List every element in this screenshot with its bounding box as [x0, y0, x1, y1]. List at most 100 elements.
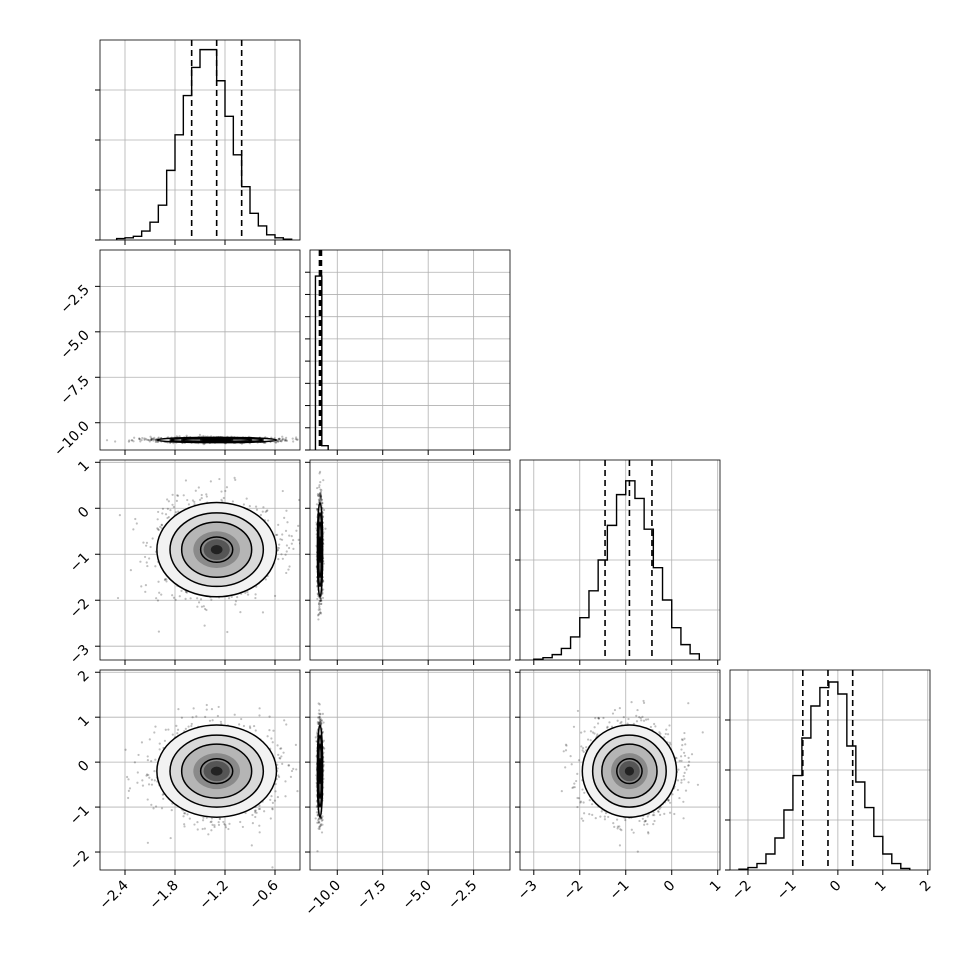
density-layer: [314, 702, 326, 853]
sample-point: [270, 737, 273, 740]
sample-point: [128, 439, 131, 442]
sample-point: [667, 799, 670, 802]
sample-point: [146, 755, 149, 758]
x-tick-label: 1: [872, 878, 890, 896]
sample-point: [271, 741, 274, 744]
sample-point: [165, 580, 168, 583]
contour-line: [317, 521, 323, 578]
sample-point: [570, 763, 573, 766]
sample-point: [154, 565, 157, 568]
sample-point: [184, 727, 187, 730]
sample-point: [652, 823, 655, 826]
sample-point: [319, 824, 322, 827]
sample-point: [145, 541, 149, 544]
sample-point: [205, 495, 208, 498]
sample-point: [646, 815, 649, 818]
sample-point: [321, 712, 324, 715]
sample-point: [280, 440, 283, 443]
sample-point: [278, 437, 281, 440]
sample-point: [280, 755, 283, 758]
sample-point: [158, 742, 161, 745]
sample-point: [682, 751, 686, 754]
sample-point: [152, 438, 155, 441]
sample-point: [321, 502, 324, 505]
sample-point: [128, 787, 132, 790]
sample-point: [210, 817, 214, 820]
contour-line: [199, 758, 234, 785]
sample-point: [649, 725, 652, 729]
sample-point: [161, 793, 164, 796]
sample-point: [208, 719, 212, 722]
sample-point: [318, 607, 321, 610]
sample-point: [277, 523, 280, 526]
sample-point: [690, 753, 694, 756]
sample-point: [160, 593, 163, 596]
sample-point: [676, 788, 680, 792]
sample-point: [319, 817, 322, 820]
sample-point: [627, 717, 630, 721]
sample-point: [281, 438, 284, 441]
sample-point: [192, 707, 195, 710]
sample-point: [317, 602, 321, 606]
sample-point: [222, 496, 225, 500]
sample-point: [233, 476, 236, 479]
sample-point: [582, 750, 585, 754]
sample-point: [274, 441, 277, 444]
sample-point: [295, 768, 298, 771]
sample-point: [193, 823, 196, 826]
sample-point: [158, 748, 161, 751]
sample-point: [641, 817, 644, 820]
sample-point: [318, 495, 321, 498]
sample-point: [196, 828, 199, 831]
sample-point: [322, 588, 325, 591]
sample-point: [321, 823, 324, 826]
sample-point: [606, 725, 609, 728]
sample-point: [302, 438, 304, 440]
contour-line: [317, 743, 323, 799]
sample-point: [618, 844, 622, 847]
sample-point: [266, 735, 269, 738]
sample-point: [319, 493, 322, 496]
sample-point: [319, 717, 322, 720]
sample-point: [292, 767, 295, 771]
sample-point: [576, 772, 579, 776]
y-tick-label: −2.5: [57, 282, 92, 317]
sample-point: [210, 829, 213, 832]
sample-point: [618, 825, 621, 828]
sample-point: [199, 598, 203, 601]
sample-point: [263, 810, 266, 813]
sample-point: [635, 714, 638, 717]
sample-point: [576, 796, 579, 800]
sample-point: [248, 505, 251, 508]
sample-point: [202, 434, 205, 438]
contour-line: [169, 734, 265, 808]
sample-point: [147, 438, 150, 442]
sample-point: [581, 788, 584, 791]
sample-point: [132, 528, 135, 531]
sample-point: [635, 720, 639, 723]
sample-point: [149, 438, 153, 441]
sample-point: [583, 730, 586, 733]
sample-point: [258, 804, 261, 807]
sample-point: [319, 719, 322, 722]
sample-point: [588, 799, 591, 802]
sample-point: [171, 493, 174, 496]
sample-point: [287, 546, 291, 550]
sample-point: [606, 726, 609, 729]
sample-point: [219, 720, 223, 723]
scatter-panel-2-1: [305, 459, 511, 665]
sample-point: [156, 440, 159, 443]
sample-point: [143, 438, 146, 442]
sample-point: [294, 437, 297, 441]
sample-point: [597, 716, 600, 720]
sample-point: [185, 434, 188, 437]
sample-point: [157, 436, 160, 439]
sample-point: [296, 438, 299, 441]
sample-point: [258, 831, 261, 834]
sample-point: [279, 757, 282, 760]
sample-point: [150, 437, 154, 440]
sample-point: [320, 602, 323, 605]
sample-point: [687, 781, 690, 784]
sample-point: [156, 518, 159, 521]
sample-point: [319, 611, 322, 614]
